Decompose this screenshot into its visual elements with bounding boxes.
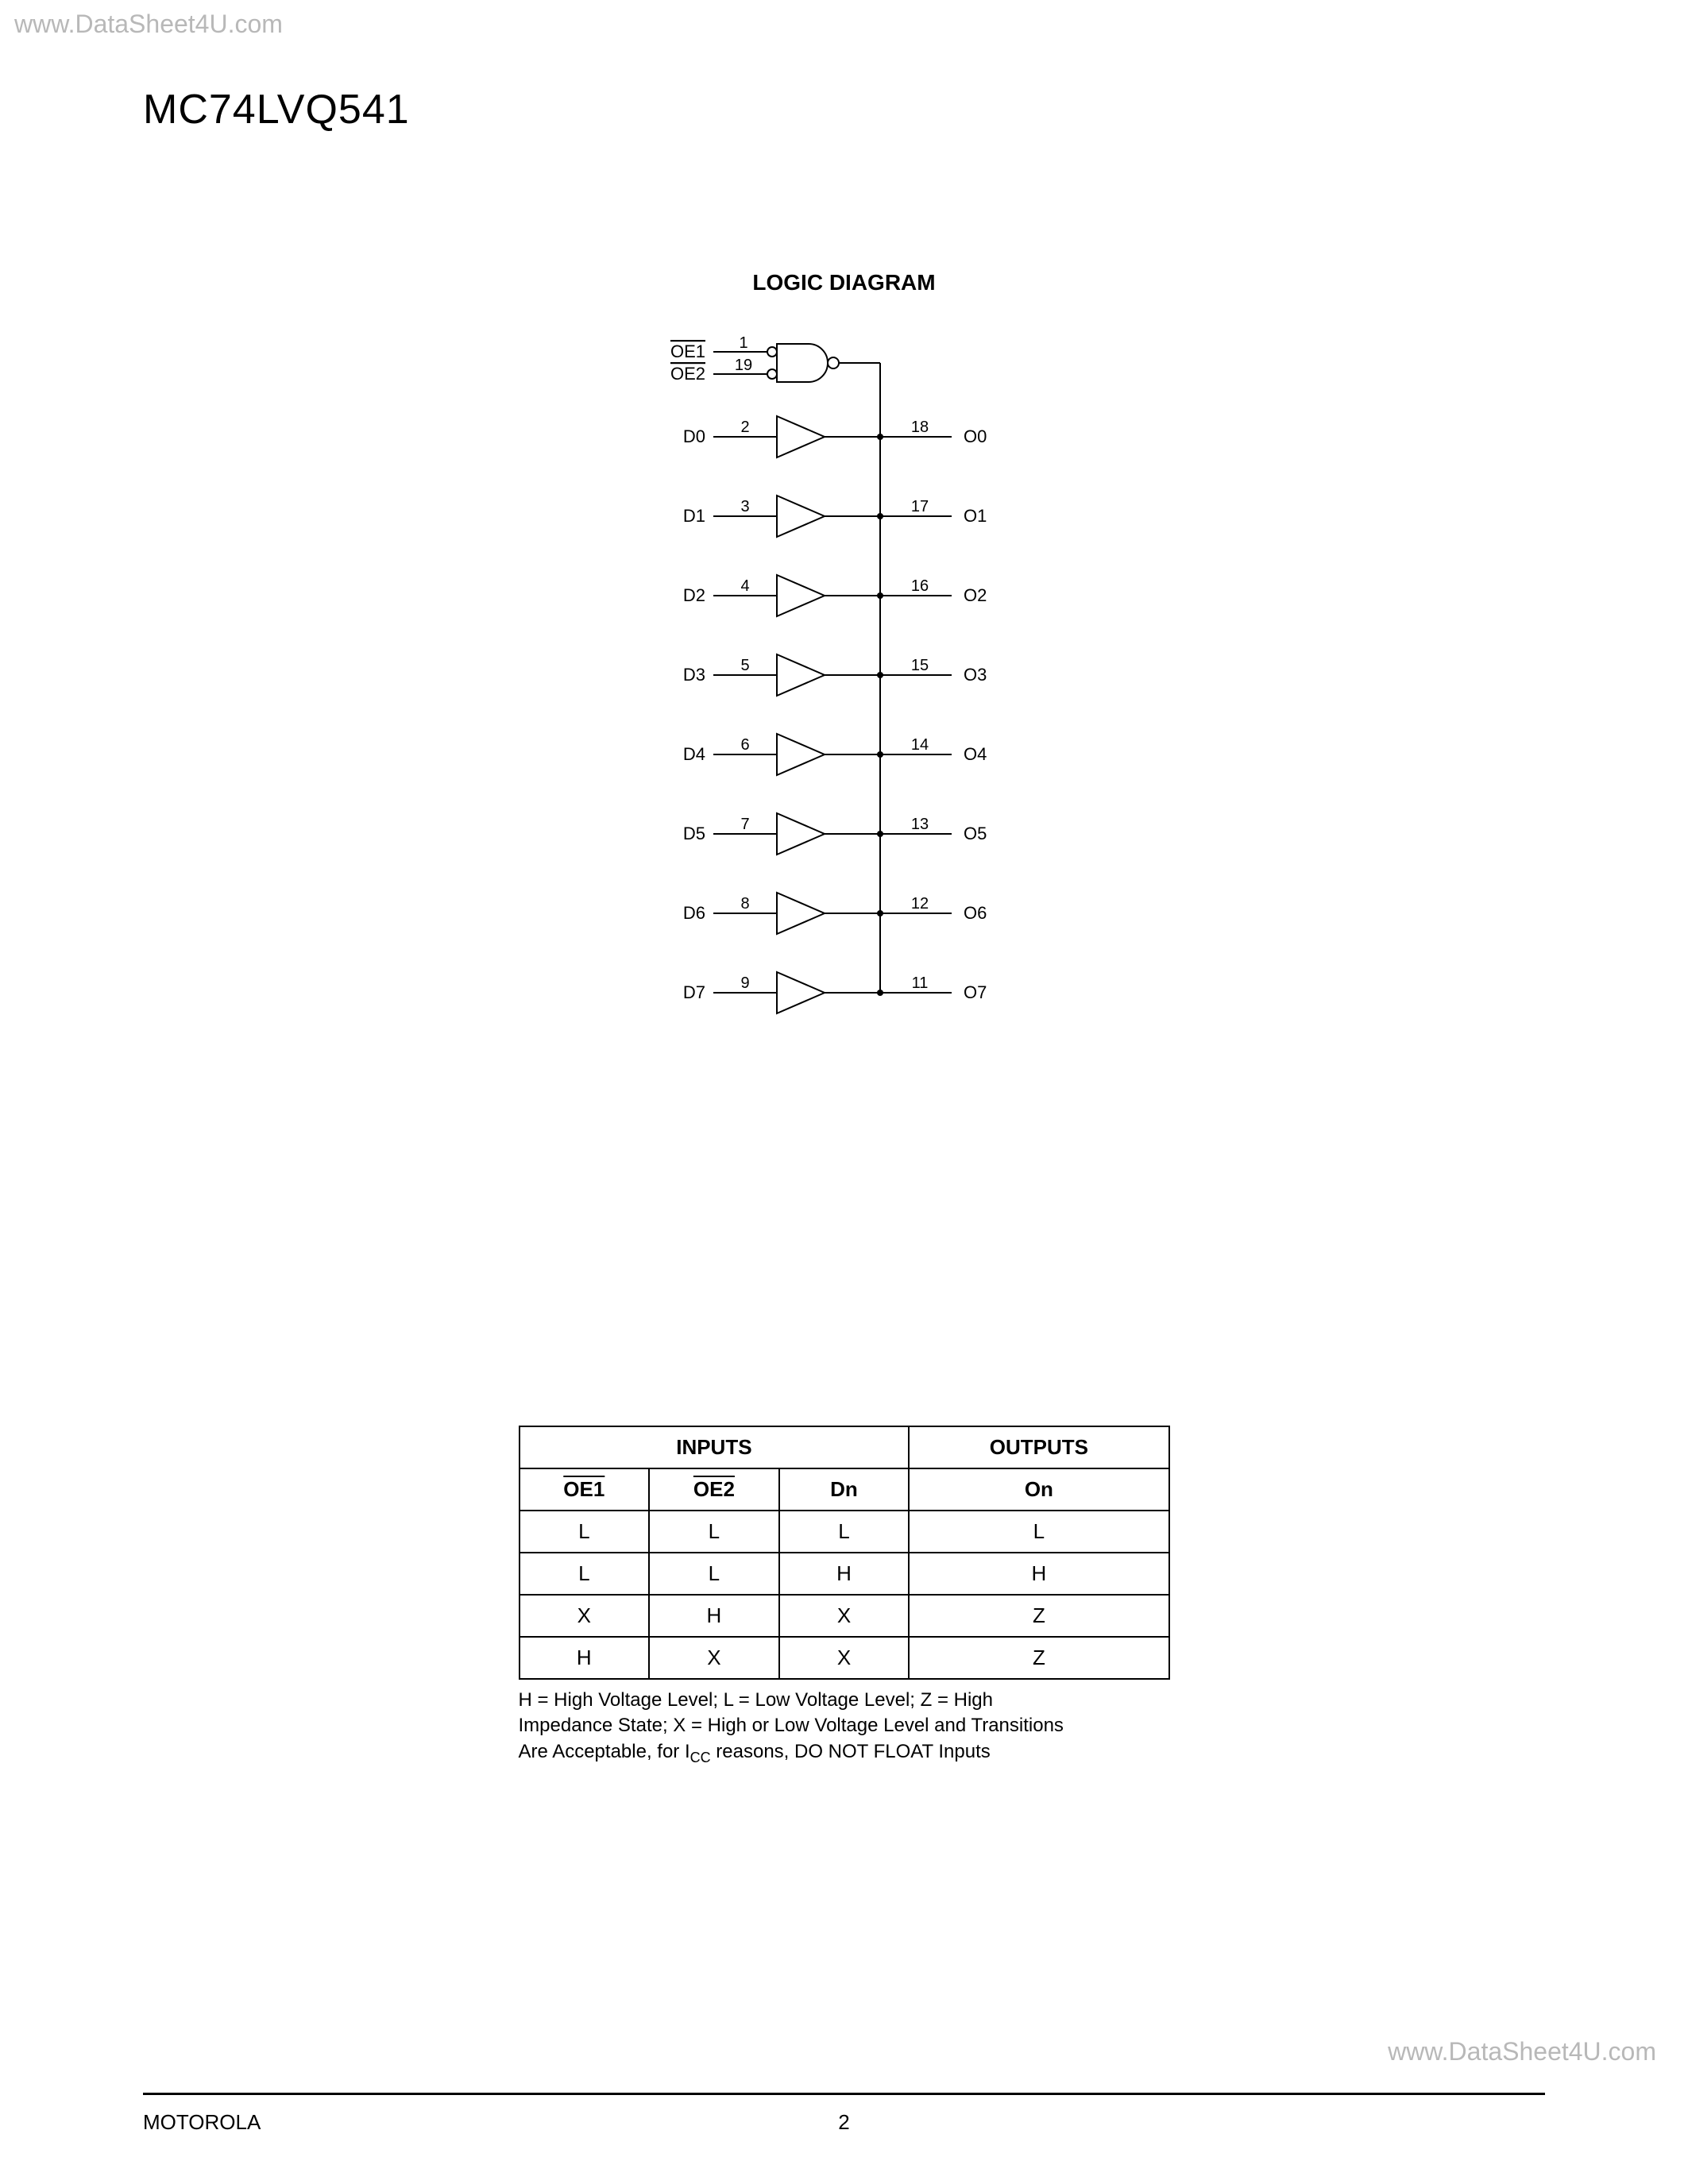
svg-text:16: 16 [910, 577, 928, 595]
svg-text:D0: D0 [682, 426, 705, 446]
svg-text:O2: O2 [964, 585, 987, 605]
table-cell: L [649, 1553, 779, 1595]
svg-text:D4: D4 [682, 744, 705, 764]
part-number: MC74LVQ541 [143, 86, 410, 133]
svg-text:D7: D7 [682, 982, 705, 1002]
footer-page-number: 2 [0, 2110, 1688, 2135]
svg-text:O1: O1 [964, 506, 987, 526]
table-cell: X [649, 1637, 779, 1679]
truth-table-legend: H = High Voltage Level; L = Low Voltage … [519, 1688, 1170, 1767]
svg-text:12: 12 [910, 895, 928, 913]
table-cell: L [779, 1511, 910, 1553]
svg-text:4: 4 [740, 577, 749, 595]
table-cell: Z [909, 1595, 1168, 1637]
svg-text:D1: D1 [682, 506, 705, 526]
th-col: Dn [779, 1468, 910, 1511]
truth-table: INPUTSOUTPUTSOE1OE2DnOnLLLLLLHHXHXZHXXZ [519, 1426, 1170, 1680]
table-cell: H [649, 1595, 779, 1637]
legend-text: Are Acceptable, for I [519, 1741, 690, 1762]
svg-text:OE2: OE2 [670, 364, 705, 384]
table-cell: Z [909, 1637, 1168, 1679]
footer-rule [143, 2093, 1545, 2095]
svg-text:O4: O4 [964, 744, 987, 764]
svg-text:2: 2 [740, 419, 749, 436]
th-col: OE1 [520, 1468, 650, 1511]
svg-text:7: 7 [740, 816, 749, 833]
table-cell: X [779, 1637, 910, 1679]
th-outputs: OUTPUTS [909, 1426, 1168, 1468]
svg-text:1: 1 [739, 334, 747, 352]
svg-text:3: 3 [740, 498, 749, 515]
truth-table-section: INPUTSOUTPUTSOE1OE2DnOnLLLLLLHHXHXZHXXZ … [0, 1426, 1688, 1767]
table-cell: H [909, 1553, 1168, 1595]
logic-diagram: OE1 1 OE2 19 D0 2 18 O0 D1 3 17 O1 D2 4 16 O2 D3 5 15 O3 D4 6… [0, 330, 1688, 1052]
svg-text:D5: D5 [682, 824, 705, 843]
svg-text:O6: O6 [964, 903, 987, 923]
svg-text:11: 11 [911, 974, 928, 992]
svg-text:D2: D2 [682, 585, 705, 605]
svg-text:19: 19 [734, 357, 751, 374]
legend-text: reasons, DO NOT FLOAT Inputs [711, 1741, 991, 1762]
svg-text:9: 9 [740, 974, 749, 992]
table-cell: L [520, 1511, 650, 1553]
table-cell: L [520, 1553, 650, 1595]
svg-text:17: 17 [910, 498, 928, 515]
table-cell: X [520, 1595, 650, 1637]
svg-text:D3: D3 [682, 665, 705, 685]
table-cell: X [779, 1595, 910, 1637]
legend-text: Impedance State; X = High or Low Voltage… [519, 1715, 1064, 1736]
table-cell: H [779, 1553, 910, 1595]
svg-text:13: 13 [910, 816, 928, 833]
logic-diagram-title: LOGIC DIAGRAM [0, 270, 1688, 295]
svg-text:6: 6 [740, 736, 749, 754]
watermark-bottom: www.DataSheet4U.com [1388, 2037, 1656, 2066]
th-col: OE2 [649, 1468, 779, 1511]
table-cell: L [649, 1511, 779, 1553]
svg-text:O7: O7 [964, 982, 987, 1002]
svg-text:18: 18 [910, 419, 928, 436]
svg-text:O3: O3 [964, 665, 987, 685]
legend-subscript: CC [690, 1750, 711, 1765]
svg-text:D6: D6 [682, 903, 705, 923]
table-cell: L [909, 1511, 1168, 1553]
svg-text:O0: O0 [964, 426, 987, 446]
th-col: On [909, 1468, 1168, 1511]
watermark-top: www.DataSheet4U.com [14, 10, 283, 39]
svg-text:14: 14 [910, 736, 928, 754]
svg-text:5: 5 [740, 657, 749, 674]
table-cell: H [520, 1637, 650, 1679]
svg-text:OE1: OE1 [670, 341, 705, 361]
logic-diagram-svg: OE1 1 OE2 19 D0 2 18 O0 D1 3 17 O1 D2 4 16 O2 D3 5 15 O3 D4 6… [638, 330, 1051, 1052]
th-inputs: INPUTS [520, 1426, 910, 1468]
svg-text:O5: O5 [964, 824, 987, 843]
svg-text:8: 8 [740, 895, 749, 913]
legend-text: H = High Voltage Level; L = Low Voltage … [519, 1689, 994, 1711]
svg-text:15: 15 [910, 657, 928, 674]
